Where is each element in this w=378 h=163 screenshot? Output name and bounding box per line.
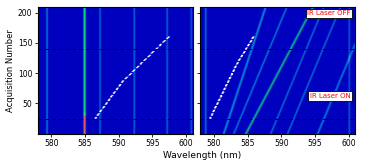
Y-axis label: Acquisition Number: Acquisition Number bbox=[6, 29, 15, 111]
Text: Wavelength (nm): Wavelength (nm) bbox=[163, 151, 242, 160]
Text: IR Laser OFF: IR Laser OFF bbox=[307, 10, 351, 16]
Text: IR Laser ON: IR Laser ON bbox=[310, 93, 351, 99]
